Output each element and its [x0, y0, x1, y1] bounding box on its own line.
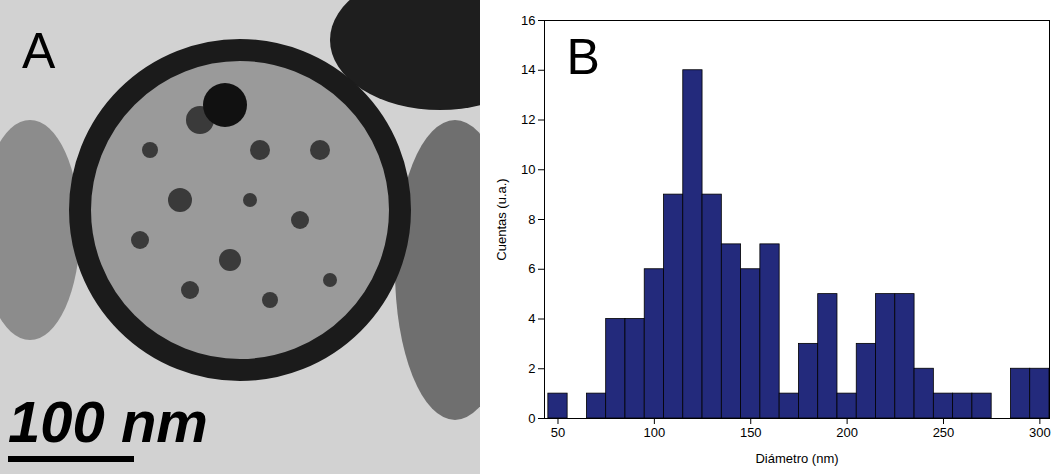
- svg-text:250: 250: [933, 425, 955, 440]
- svg-text:150: 150: [740, 425, 762, 440]
- svg-text:Cuentas (u.a.): Cuentas (u.a.): [494, 178, 509, 260]
- svg-text:2: 2: [528, 361, 535, 376]
- svg-text:14: 14: [521, 62, 535, 77]
- svg-text:10: 10: [521, 162, 535, 177]
- svg-text:B: B: [567, 29, 600, 85]
- svg-text:4: 4: [528, 311, 535, 326]
- svg-text:50: 50: [551, 425, 565, 440]
- svg-text:0: 0: [528, 411, 535, 426]
- svg-text:A: A: [22, 23, 56, 79]
- svg-text:12: 12: [521, 112, 535, 127]
- svg-text:8: 8: [528, 212, 535, 227]
- svg-text:100: 100: [644, 425, 666, 440]
- svg-text:Diámetro (nm): Diámetro (nm): [755, 451, 838, 466]
- svg-text:100 nm: 100 nm: [8, 389, 208, 454]
- svg-text:16: 16: [521, 13, 535, 28]
- svg-text:200: 200: [836, 425, 858, 440]
- svg-text:300: 300: [1029, 425, 1051, 440]
- svg-text:6: 6: [528, 261, 535, 276]
